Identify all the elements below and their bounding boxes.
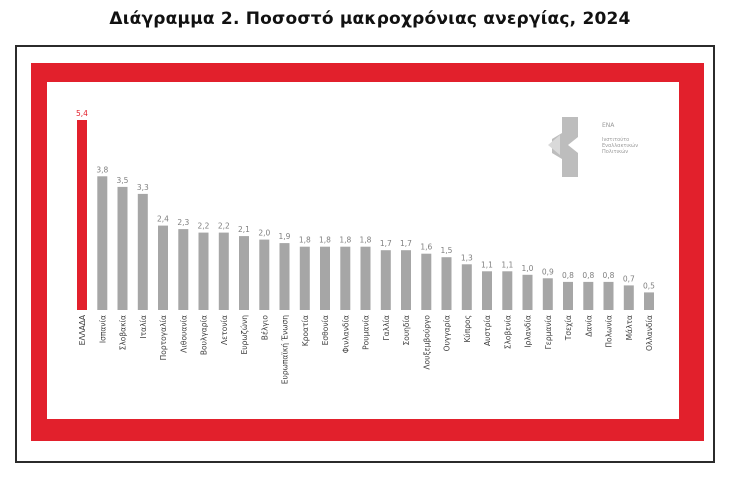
category-label-0: ΕΛΛΑΔΑ (78, 314, 87, 345)
bar-19 (461, 264, 472, 310)
bar-6 (198, 232, 209, 310)
value-label-22: 1,0 (522, 264, 534, 273)
bar-2 (117, 186, 128, 310)
category-label-28: Ολλανδία (645, 315, 654, 351)
value-label-14: 1,8 (360, 236, 372, 245)
bar-1 (97, 176, 108, 310)
value-label-23: 0,9 (542, 267, 554, 276)
category-label-27: Μάλτα (625, 315, 634, 340)
category-label-16: Σουηδία (402, 315, 411, 346)
category-label-6: Βουλγαρία (200, 315, 209, 355)
category-label-15: Γαλλία (382, 315, 391, 341)
bar-15 (380, 250, 391, 310)
value-label-25: 0,8 (582, 271, 594, 280)
category-label-26: Πολωνία (605, 315, 614, 348)
category-label-10: Ευρωπαϊκή Ένωση (281, 315, 290, 384)
bar-17 (421, 253, 432, 310)
category-label-11: Κροατία (301, 315, 310, 346)
value-label-18: 1,5 (441, 246, 453, 255)
bar-8 (239, 236, 249, 310)
category-label-8: Ευρωζώνη (240, 315, 249, 355)
bar-26 (603, 281, 614, 310)
bar-9 (259, 239, 270, 310)
bar-10 (279, 243, 290, 310)
bar-14 (360, 246, 371, 310)
value-label-19: 1,3 (461, 253, 473, 262)
value-label-28: 0,5 (643, 281, 655, 290)
value-label-2: 3,5 (117, 176, 129, 185)
value-label-24: 0,8 (562, 271, 574, 280)
ena-logo-icon (548, 117, 578, 177)
category-label-25: Δανία (584, 315, 593, 337)
category-label-23: Γερμανία (544, 315, 553, 349)
category-label-17: Λουξεμβούργο (422, 315, 431, 370)
value-label-5: 2,3 (177, 218, 189, 227)
value-label-8: 2,1 (238, 225, 250, 234)
logo-tagline-2: Εναλλακτικών (602, 143, 639, 149)
value-label-15: 1,7 (380, 239, 392, 248)
category-label-1: Ισπανία (98, 315, 107, 343)
category-label-7: Λετονία (220, 315, 229, 345)
value-label-7: 2,2 (218, 222, 230, 231)
category-label-13: Φινλανδία (341, 315, 350, 353)
value-label-26: 0,8 (603, 271, 615, 280)
value-label-16: 1,7 (400, 239, 412, 248)
bar-23 (542, 278, 553, 310)
bar-5 (178, 229, 189, 310)
category-label-9: Βέλγιο (260, 315, 269, 341)
category-label-3: Ιταλία (139, 315, 148, 339)
bar-13 (340, 246, 351, 310)
ena-logo: ΕΝΑ Ινστιτούτο Εναλλακτικών Πολιτικών (548, 115, 668, 185)
logo-tagline-1: Ινστιτούτο (602, 137, 630, 143)
bar-27 (623, 285, 634, 310)
value-label-11: 1,8 (299, 236, 311, 245)
bar-24 (563, 281, 573, 310)
value-label-9: 2,0 (258, 229, 270, 238)
logo-tagline-3: Πολιτικών (602, 149, 629, 155)
value-label-27: 0,7 (623, 274, 635, 283)
category-label-4: Πορτογαλία (159, 315, 168, 360)
value-label-17: 1,6 (420, 243, 432, 252)
category-label-18: Ουγγαρία (443, 315, 452, 351)
category-label-21: Σλοβενία (503, 315, 512, 349)
value-label-13: 1,8 (339, 236, 351, 245)
bar-20 (482, 271, 492, 310)
value-label-10: 1,9 (279, 232, 291, 241)
category-label-12: Εσθονία (321, 315, 330, 345)
bar-28 (644, 292, 654, 310)
logo-name: ΕΝΑ (602, 122, 615, 129)
bar-25 (583, 281, 594, 310)
value-label-1: 3,8 (96, 165, 108, 174)
category-label-24: Τσεχία (564, 315, 573, 341)
category-label-22: Ιρλανδία (524, 315, 533, 348)
bar-22 (522, 274, 533, 310)
bar-12 (320, 246, 330, 310)
value-label-20: 1,1 (481, 260, 493, 269)
category-label-2: Σλοβακία (119, 315, 128, 350)
category-label-14: Ρουμανία (362, 315, 371, 350)
value-label-4: 2,4 (157, 215, 169, 224)
category-label-5: Λιθουανία (179, 315, 188, 353)
bar-0 (77, 120, 87, 310)
bar-4 (158, 225, 168, 310)
bar-11 (299, 246, 310, 310)
value-label-12: 1,8 (319, 236, 331, 245)
bar-7 (218, 232, 229, 310)
bar-18 (441, 257, 452, 310)
category-label-19: Κύπρος (463, 315, 472, 343)
bar-16 (401, 250, 411, 310)
value-label-6: 2,2 (198, 222, 210, 231)
chart-title: Διάγραμμα 2. Ποσοστό μακροχρόνιας ανεργί… (109, 9, 631, 29)
bar-3 (137, 193, 148, 310)
value-label-3: 3,3 (137, 183, 149, 192)
value-label-21: 1,1 (501, 260, 513, 269)
category-label-20: Αυστρία (483, 315, 492, 346)
bar-21 (502, 271, 513, 310)
value-label-0: 5,4 (76, 109, 88, 118)
